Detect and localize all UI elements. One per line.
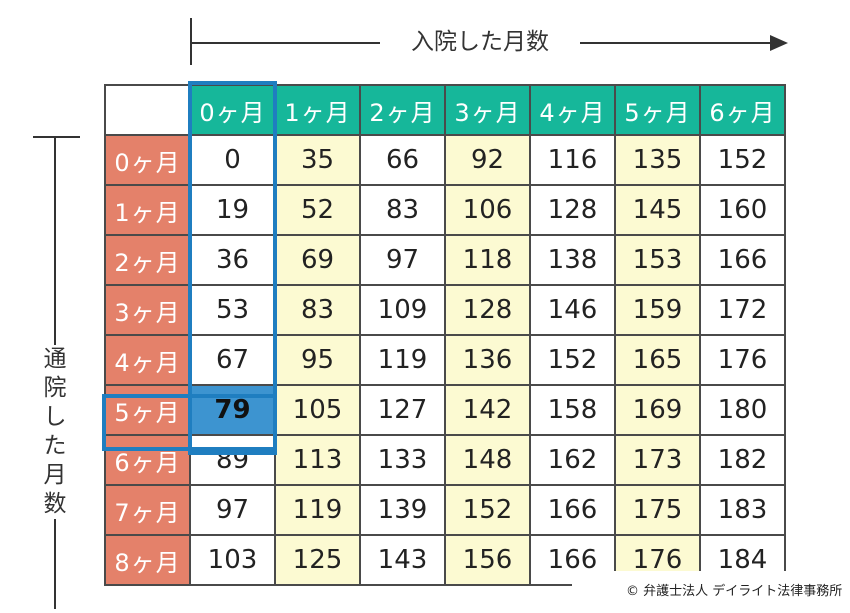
value-cell: 136 bbox=[444, 334, 531, 386]
table-row: 5ヶ月 79 105 127 142 158 169 180 bbox=[104, 384, 786, 436]
value-cell: 172 bbox=[699, 284, 786, 336]
value-cell: 148 bbox=[444, 434, 531, 486]
value-cell: 52 bbox=[274, 184, 361, 236]
x-axis-title: 入院した月数 bbox=[380, 25, 580, 59]
value-cell: 152 bbox=[699, 134, 786, 186]
value-cell: 138 bbox=[529, 234, 616, 286]
value-cell: 173 bbox=[614, 434, 701, 486]
y-axis-title-char: し bbox=[43, 404, 67, 430]
value-cell: 119 bbox=[274, 484, 361, 536]
value-cell: 125 bbox=[274, 534, 361, 586]
row-header-8: 8ヶ月 bbox=[104, 534, 191, 586]
column-header-0: 0ヶ月 bbox=[189, 84, 276, 136]
value-cell: 89 bbox=[189, 434, 276, 486]
table-row: 4ヶ月 67 95 119 136 152 165 176 bbox=[104, 334, 786, 386]
value-cell: 152 bbox=[529, 334, 616, 386]
row-header-3: 3ヶ月 bbox=[104, 284, 191, 336]
column-header-5: 5ヶ月 bbox=[614, 84, 701, 136]
column-header-6: 6ヶ月 bbox=[699, 84, 786, 136]
column-header-2: 2ヶ月 bbox=[359, 84, 446, 136]
value-cell: 166 bbox=[529, 484, 616, 536]
value-cell: 153 bbox=[614, 234, 701, 286]
row-header-2: 2ヶ月 bbox=[104, 234, 191, 286]
value-cell: 35 bbox=[274, 134, 361, 186]
value-cell: 95 bbox=[274, 334, 361, 386]
value-cell: 127 bbox=[359, 384, 446, 436]
value-cell: 176 bbox=[699, 334, 786, 386]
value-cell: 143 bbox=[359, 534, 446, 586]
value-cell: 182 bbox=[699, 434, 786, 486]
table-row: 2ヶ月 36 69 97 118 138 153 166 bbox=[104, 234, 786, 286]
y-axis-title: 通院した月数 bbox=[41, 345, 69, 519]
value-cell: 169 bbox=[614, 384, 701, 436]
value-cell: 69 bbox=[274, 234, 361, 286]
value-cell: 106 bbox=[444, 184, 531, 236]
column-header-1: 1ヶ月 bbox=[274, 84, 361, 136]
value-cell: 165 bbox=[614, 334, 701, 386]
column-header-3: 3ヶ月 bbox=[444, 84, 531, 136]
y-axis-title-char: 通 bbox=[43, 346, 67, 372]
top-axis-arrow-icon bbox=[770, 35, 788, 51]
value-cell: 142 bbox=[444, 384, 531, 436]
value-cell: 152 bbox=[444, 484, 531, 536]
value-cell: 66 bbox=[359, 134, 446, 186]
copyright-notice: © 弁護士法人 デイライト法律事務所 bbox=[572, 571, 850, 609]
value-cell: 175 bbox=[614, 484, 701, 536]
value-cell: 97 bbox=[359, 234, 446, 286]
value-cell: 135 bbox=[614, 134, 701, 186]
value-cell: 103 bbox=[189, 534, 276, 586]
y-axis-title-char: た bbox=[43, 433, 67, 459]
table-row: 0ヶ月 0 35 66 92 116 135 152 bbox=[104, 134, 786, 186]
grid-table: 0ヶ月 1ヶ月 2ヶ月 3ヶ月 4ヶ月 5ヶ月 6ヶ月 0ヶ月 0 35 66 92 116 135 152… bbox=[104, 84, 786, 586]
value-cell: 97 bbox=[189, 484, 276, 536]
value-cell: 118 bbox=[444, 234, 531, 286]
table-row: 1ヶ月 19 52 83 106 128 145 160 bbox=[104, 184, 786, 236]
header-row: 0ヶ月 1ヶ月 2ヶ月 3ヶ月 4ヶ月 5ヶ月 6ヶ月 bbox=[104, 84, 786, 136]
value-cell: 113 bbox=[274, 434, 361, 486]
value-cell: 109 bbox=[359, 284, 446, 336]
y-axis-title-char: 月 bbox=[43, 462, 67, 488]
y-axis-title-char: 数 bbox=[43, 491, 67, 517]
value-cell: 83 bbox=[359, 184, 446, 236]
table-row: 3ヶ月 53 83 109 128 146 159 172 bbox=[104, 284, 786, 336]
row-header-1: 1ヶ月 bbox=[104, 184, 191, 236]
table-row: 6ヶ月 89 113 133 148 162 173 182 bbox=[104, 434, 786, 486]
value-cell: 159 bbox=[614, 284, 701, 336]
value-cell: 145 bbox=[614, 184, 701, 236]
value-cell: 128 bbox=[529, 184, 616, 236]
value-cell: 83 bbox=[274, 284, 361, 336]
value-cell: 116 bbox=[529, 134, 616, 186]
value-cell: 53 bbox=[189, 284, 276, 336]
y-axis-title-char: 院 bbox=[43, 375, 67, 401]
value-cell: 105 bbox=[274, 384, 361, 436]
value-cell: 156 bbox=[444, 534, 531, 586]
highlighted-value-cell: 79 bbox=[189, 384, 276, 436]
value-cell: 139 bbox=[359, 484, 446, 536]
row-header-6: 6ヶ月 bbox=[104, 434, 191, 486]
corner-cell bbox=[104, 84, 191, 136]
value-cell: 160 bbox=[699, 184, 786, 236]
value-cell: 0 bbox=[189, 134, 276, 186]
value-cell: 133 bbox=[359, 434, 446, 486]
row-header-0: 0ヶ月 bbox=[104, 134, 191, 186]
value-cell: 146 bbox=[529, 284, 616, 336]
row-header-4: 4ヶ月 bbox=[104, 334, 191, 386]
value-cell: 128 bbox=[444, 284, 531, 336]
row-header-7: 7ヶ月 bbox=[104, 484, 191, 536]
table-row: 7ヶ月 97 119 139 152 166 175 183 bbox=[104, 484, 786, 536]
value-cell: 92 bbox=[444, 134, 531, 186]
value-cell: 180 bbox=[699, 384, 786, 436]
value-cell: 183 bbox=[699, 484, 786, 536]
value-cell: 19 bbox=[189, 184, 276, 236]
value-cell: 119 bbox=[359, 334, 446, 386]
value-cell: 166 bbox=[699, 234, 786, 286]
value-cell: 67 bbox=[189, 334, 276, 386]
value-cell: 36 bbox=[189, 234, 276, 286]
value-cell: 162 bbox=[529, 434, 616, 486]
row-header-5: 5ヶ月 bbox=[104, 384, 191, 436]
column-header-4: 4ヶ月 bbox=[529, 84, 616, 136]
value-cell: 158 bbox=[529, 384, 616, 436]
lookup-table: 0ヶ月 1ヶ月 2ヶ月 3ヶ月 4ヶ月 5ヶ月 6ヶ月 0ヶ月 0 35 66 92 116 135 152… bbox=[102, 81, 786, 586]
